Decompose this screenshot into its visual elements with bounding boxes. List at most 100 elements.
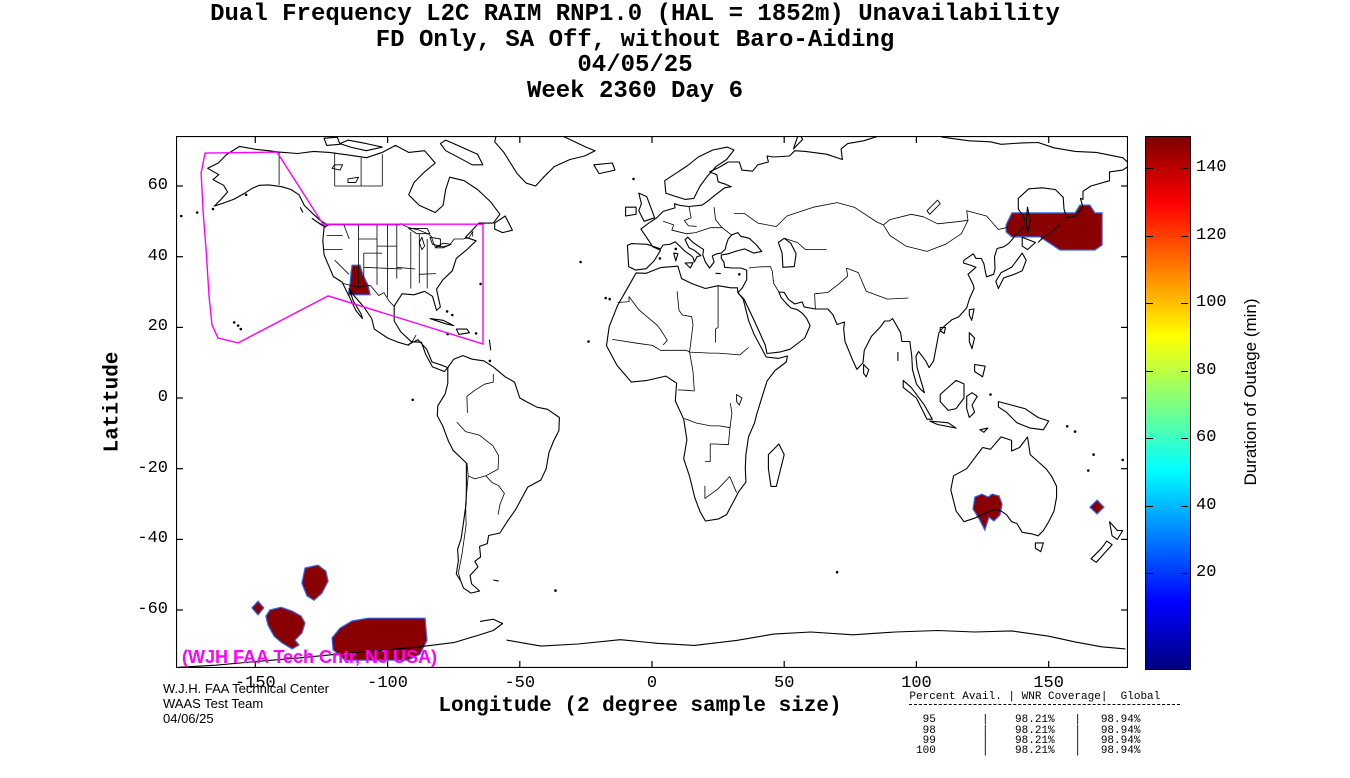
- colorbar-tick: [1181, 303, 1188, 304]
- coastline: [612, 339, 748, 355]
- coastline: [969, 309, 974, 320]
- coastline: [437, 356, 559, 593]
- credit-line: 04/06/25: [163, 711, 329, 726]
- colorbar-tick: [1181, 573, 1188, 574]
- colorbar-tick-label: 100: [1196, 293, 1227, 312]
- coastline: [335, 260, 349, 274]
- island-dot: [451, 314, 454, 317]
- island-dot: [1087, 469, 1090, 472]
- colorbar-tick: [1146, 371, 1153, 372]
- colorbar-tick: [1181, 438, 1188, 439]
- island-dot: [475, 332, 478, 335]
- y-tick-label: 60: [120, 176, 168, 195]
- x-tick-label: 50: [774, 674, 794, 693]
- island-dot: [675, 248, 678, 251]
- colorbar-tick: [1181, 371, 1188, 372]
- colorbar-label: Duration of Outage (min): [1241, 298, 1261, 485]
- coastline: [678, 352, 694, 391]
- coastline: [815, 268, 848, 309]
- coastline: [705, 477, 737, 499]
- coastline: [344, 225, 349, 239]
- colorbar-tick: [1181, 168, 1188, 169]
- coastline: [1110, 522, 1123, 540]
- y-tick-label: 20: [120, 317, 168, 336]
- coastline: [489, 340, 490, 351]
- coastline: [951, 437, 1057, 536]
- colorbar-tick: [1146, 506, 1153, 507]
- coastline: [734, 203, 883, 227]
- island-dot: [446, 310, 449, 313]
- coastline: [493, 580, 498, 581]
- coastline: [607, 266, 788, 521]
- coastline: [340, 140, 382, 151]
- coastline: [684, 207, 696, 227]
- coastline: [495, 136, 595, 186]
- coastline: [457, 422, 499, 476]
- coastline: [467, 463, 505, 515]
- coastline: [684, 419, 730, 428]
- island-dot: [411, 399, 414, 402]
- coastline: [716, 286, 719, 342]
- coastline: [364, 267, 402, 269]
- y-tick-label: 40: [120, 247, 168, 266]
- coastline: [778, 238, 796, 267]
- island-dot: [579, 261, 582, 264]
- colorbar: [1145, 136, 1191, 670]
- stats-table: Percent Avail. | WNR Coverage| Global 95…: [883, 682, 1180, 778]
- x-tick-label: 0: [647, 674, 657, 693]
- island-dot: [1066, 425, 1069, 428]
- plot-date: 04/05/25: [176, 52, 1094, 79]
- coastline: [749, 267, 779, 292]
- island-dot: [196, 211, 199, 214]
- coastline: [846, 268, 908, 299]
- coastline: [883, 220, 968, 251]
- colorbar-tick: [1146, 303, 1153, 304]
- coastline: [430, 237, 441, 246]
- outage-region-south-pacific-diamond: [252, 601, 264, 615]
- map-credit-text: (WJH FAA Tech Cntr, NJ USA): [182, 647, 437, 668]
- coastline: [714, 207, 731, 235]
- island-dot: [989, 393, 992, 396]
- stats-table-rows: 95 | 98.21% | 98.94% 98 | 98.21% | 98.94…: [883, 715, 1180, 757]
- coastline: [1091, 541, 1112, 562]
- colorbar-tick: [1181, 506, 1188, 507]
- island-dot: [1092, 453, 1095, 456]
- coastline: [639, 193, 655, 221]
- island-dot: [738, 273, 741, 276]
- island-dot: [180, 215, 183, 218]
- island-dot: [240, 328, 243, 331]
- outage-region-new-mexico-bell: [348, 265, 370, 295]
- colorbar-tick-label: 20: [1196, 563, 1216, 582]
- figure: Dual Frequency L2C RAIM RNP1.0 (HAL = 18…: [0, 0, 1350, 750]
- coastline: [456, 329, 469, 334]
- coastline: [467, 374, 493, 413]
- colorbar-tick-label: 140: [1196, 158, 1227, 177]
- island-dot: [237, 324, 240, 327]
- coastline: [998, 402, 1048, 430]
- island-dot: [1074, 430, 1077, 433]
- coastline: [663, 221, 722, 233]
- coastline: [967, 393, 978, 418]
- island-dot: [245, 194, 248, 197]
- y-tick-label: 0: [120, 388, 168, 407]
- coastline: [940, 380, 964, 410]
- island-dot: [479, 283, 482, 286]
- coastline: [324, 137, 340, 145]
- outage-region-south-pacific-blob-1: [302, 565, 328, 600]
- coastline: [927, 200, 940, 214]
- coastline: [1035, 543, 1043, 552]
- colorbar-tick-label: 40: [1196, 496, 1216, 515]
- coastline: [627, 136, 1128, 393]
- coastline: [348, 177, 359, 182]
- coastline: [768, 444, 784, 486]
- coastline: [665, 147, 734, 199]
- coastline: [507, 631, 1126, 649]
- coastline: [969, 333, 974, 349]
- plot-week-day: Week 2360 Day 6: [176, 78, 1094, 105]
- x-tick-label: 100: [901, 674, 932, 693]
- coastline: [864, 365, 869, 377]
- island-dot: [608, 298, 611, 301]
- y-tick-label: -20: [120, 459, 168, 478]
- coastline: [930, 421, 956, 428]
- coastline: [975, 365, 986, 377]
